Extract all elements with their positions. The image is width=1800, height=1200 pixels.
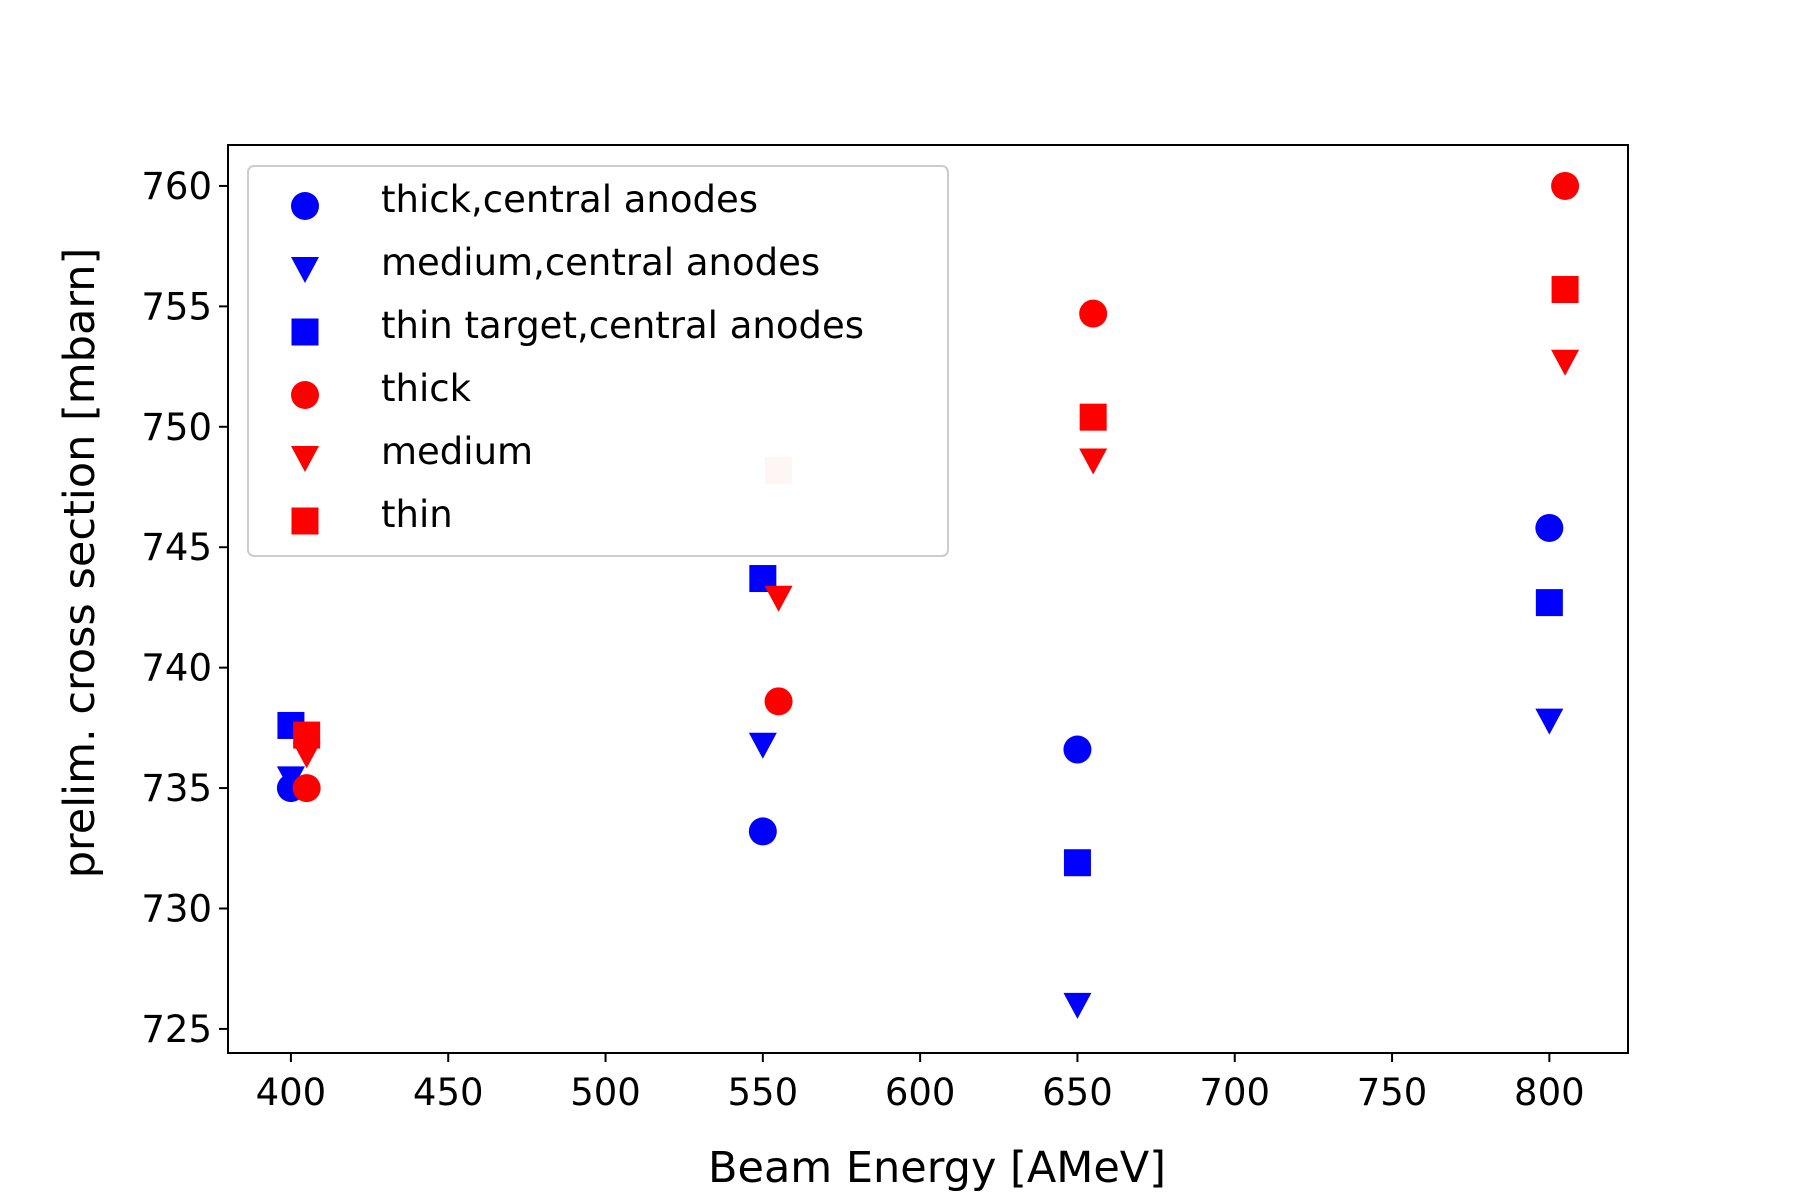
series-2 <box>276 708 1564 1019</box>
legend-label: thick <box>381 367 472 410</box>
legend-label: thin target,central anodes <box>381 304 864 347</box>
x-tick-label: 650 <box>1042 1071 1113 1114</box>
x-axis-label: Beam Energy [AMeV] <box>708 1143 1166 1193</box>
y-tick-label: 755 <box>141 285 212 328</box>
axes: 400 450 500 550 600 650 700 750 800 725 730 735 740 7… <box>141 144 1629 1114</box>
y-tick-label: 760 <box>141 165 212 208</box>
data-point <box>276 766 305 793</box>
y-tick-label: 745 <box>141 526 212 569</box>
y-tick-label: 735 <box>141 767 212 810</box>
x-tick-label: 600 <box>885 1071 956 1114</box>
x-tick-label: 750 <box>1357 1071 1428 1114</box>
y-tick-label: 730 <box>141 887 212 930</box>
x-tick-label: 400 <box>256 1071 327 1114</box>
data-point <box>748 817 777 846</box>
data-point <box>1551 349 1580 376</box>
x-tick-label: 450 <box>413 1071 484 1114</box>
data-point <box>292 774 321 803</box>
legend-box <box>247 165 949 557</box>
legend-label: medium,central anodes <box>381 241 820 284</box>
plot-frame <box>227 144 1629 1054</box>
data-point <box>1551 276 1579 304</box>
data-point <box>1535 708 1564 735</box>
legend-label: medium <box>381 430 533 473</box>
data-point <box>1063 735 1092 764</box>
data-point <box>748 732 777 759</box>
data-point <box>1079 299 1108 328</box>
data-point <box>1079 448 1108 475</box>
legend-marker <box>291 507 319 535</box>
series-5 <box>292 349 1580 769</box>
x-tick-label: 800 <box>1514 1071 1585 1114</box>
data-point <box>292 742 321 769</box>
x-tick-label: 700 <box>1199 1071 1270 1114</box>
data-point <box>1535 589 1563 617</box>
data-point <box>1535 513 1564 542</box>
y-tick-label: 750 <box>141 406 212 449</box>
data-point <box>764 687 793 716</box>
data-point <box>764 585 793 612</box>
y-tick-label: 725 <box>141 1008 212 1051</box>
data-point <box>1063 992 1092 1019</box>
data-point <box>1551 171 1580 200</box>
legend-marker <box>291 192 319 220</box>
legend-label: thin <box>381 493 453 536</box>
legend-marker <box>291 381 319 409</box>
x-tick-label: 500 <box>570 1071 641 1114</box>
x-tick-label: 550 <box>728 1071 799 1114</box>
series-4 <box>292 171 1580 803</box>
data-point <box>293 721 321 749</box>
legend-marker <box>291 446 319 472</box>
legend-marker <box>291 257 319 283</box>
legend-marker <box>291 318 319 346</box>
data-points <box>276 171 1580 1019</box>
data-point <box>1063 849 1091 877</box>
y-axis-label: prelim. cross section [mbarn] <box>55 248 105 879</box>
legend-label: thick,central anodes <box>381 178 758 221</box>
data-point <box>1079 403 1107 431</box>
legend: thick,central anodes medium,central anode… <box>247 165 949 557</box>
y-tick-label: 740 <box>141 647 212 690</box>
